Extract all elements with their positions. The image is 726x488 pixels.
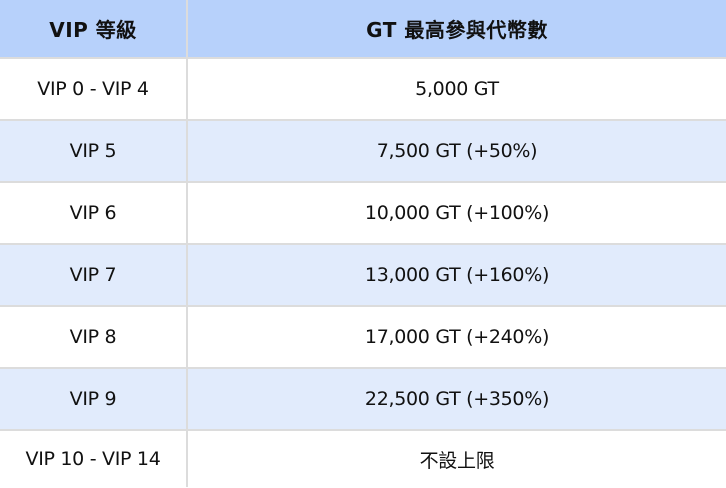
gt-max-cell: 13,000 GT (+160%) — [186, 243, 726, 307]
vip-level-cell: VIP 6 — [0, 181, 188, 245]
header-row: VIP 等級 GT 最高參與代幣數 — [0, 0, 726, 59]
vip-level-cell: VIP 8 — [0, 305, 188, 369]
gt-max-cell: 22,500 GT (+350%) — [186, 367, 726, 431]
gt-max-cell: 7,500 GT (+50%) — [186, 119, 726, 183]
table-row: VIP 5 7,500 GT (+50%) — [0, 119, 726, 183]
table-row: VIP 8 17,000 GT (+240%) — [0, 305, 726, 369]
gt-max-cell: 5,000 GT — [186, 57, 726, 121]
vip-level-cell: VIP 10 - VIP 14 — [0, 429, 188, 487]
vip-level-cell: VIP 0 - VIP 4 — [0, 57, 188, 121]
header-vip-level: VIP 等級 — [0, 0, 188, 59]
gt-max-cell: 10,000 GT (+100%) — [186, 181, 726, 245]
table-row: VIP 9 22,500 GT (+350%) — [0, 367, 726, 431]
vip-level-cell: VIP 7 — [0, 243, 188, 307]
gt-max-cell: 17,000 GT (+240%) — [186, 305, 726, 369]
vip-level-cell: VIP 9 — [0, 367, 188, 431]
gt-max-cell: 不設上限 — [186, 429, 726, 487]
header-gt-max: GT 最高參與代幣數 — [186, 0, 726, 59]
table-row: VIP 6 10,000 GT (+100%) — [0, 181, 726, 245]
table-row: VIP 7 13,000 GT (+160%) — [0, 243, 726, 307]
vip-level-cell: VIP 5 — [0, 119, 188, 183]
table-row: VIP 10 - VIP 14 不設上限 — [0, 429, 726, 487]
table-row: VIP 0 - VIP 4 5,000 GT — [0, 57, 726, 121]
